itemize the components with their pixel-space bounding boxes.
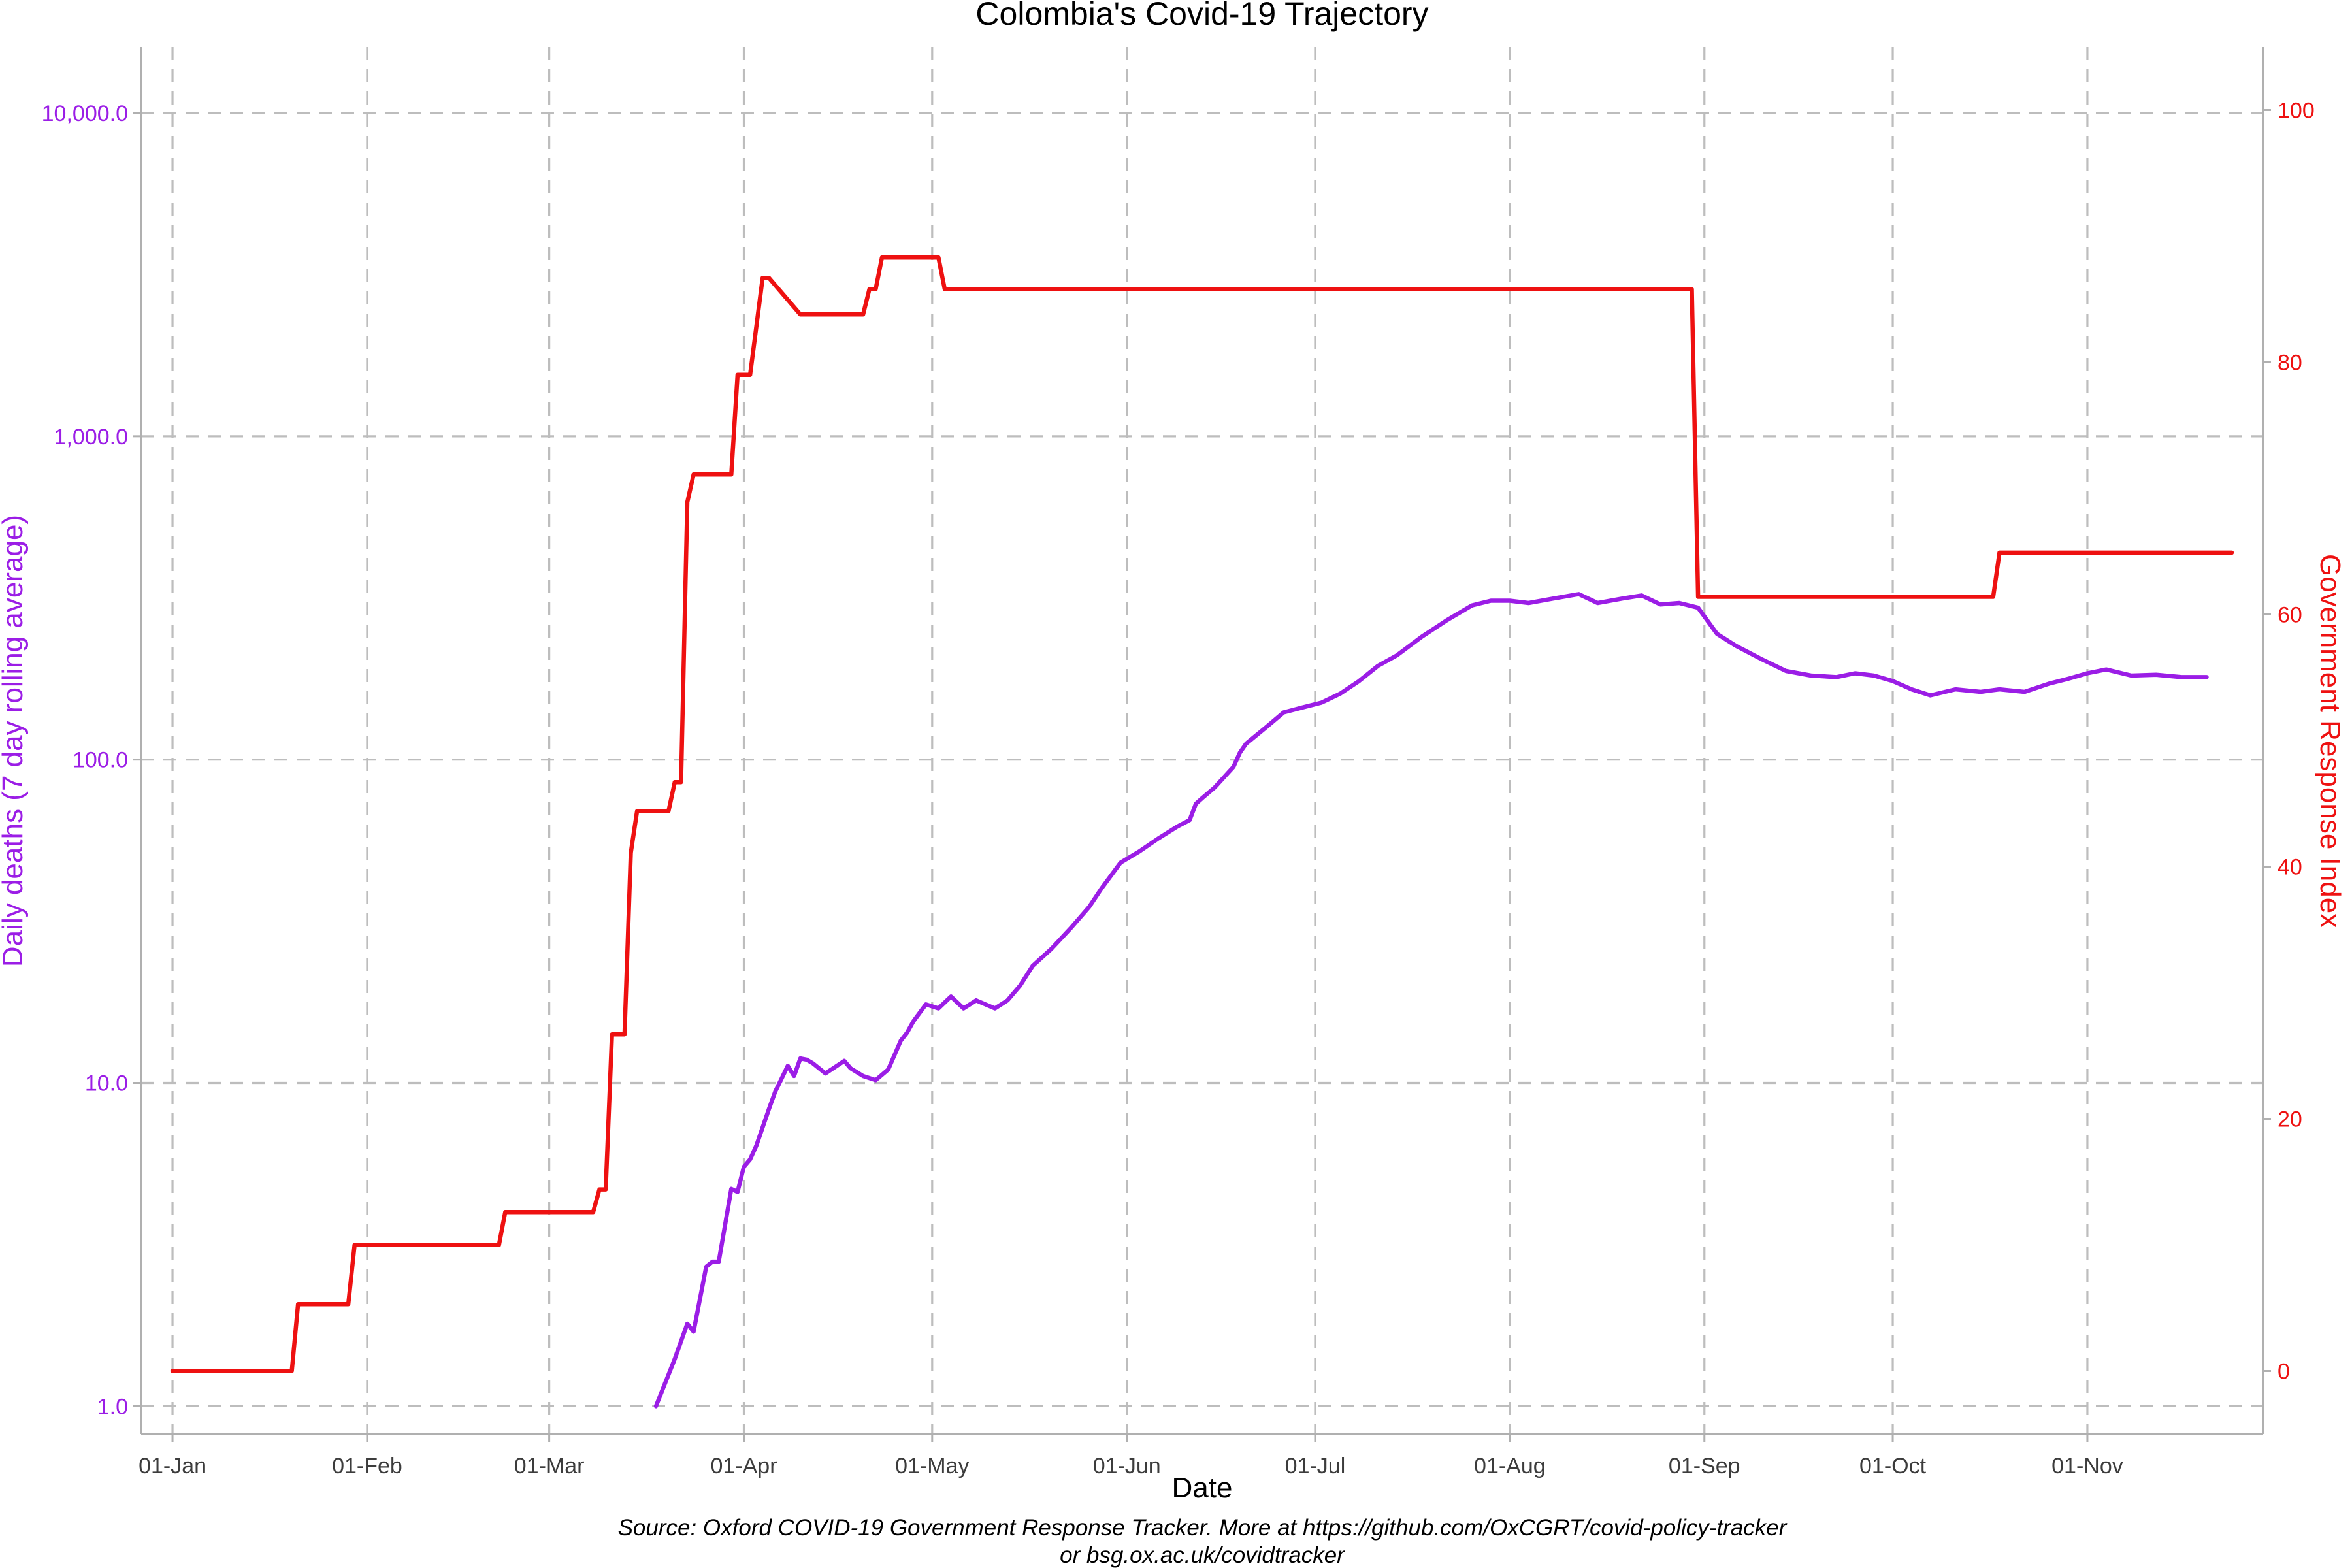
x-axis-label: Date: [1172, 1472, 1233, 1504]
horizontal-gridlines: [141, 112, 2263, 1407]
right-tick-label: 80: [2278, 351, 2302, 376]
left-y-axis-label: Daily deaths (7 day rolling average): [0, 515, 29, 967]
x-tick-label: 01-Nov: [2051, 1454, 2123, 1478]
axes: [140, 47, 2264, 1435]
x-tick-label: 01-May: [895, 1454, 969, 1478]
right-tick-label: 20: [2278, 1107, 2302, 1132]
daily-deaths-line: [653, 592, 2209, 1409]
right-tick-label: 100: [2278, 99, 2315, 123]
source-caption-line-2: or bsg.ox.ac.uk/covidtracker: [1060, 1543, 1345, 1568]
x-tick-label: 01-Mar: [514, 1454, 585, 1478]
x-axis-ticks: 01-Jan 01-Feb 01-Mar 01-Apr 01-May 01-Jun 01-J…: [139, 1434, 2123, 1478]
right-y-axis-ticks: 0 20 40 60 80 100: [2263, 99, 2315, 1384]
x-tick-label: 01-Sep: [1669, 1454, 1740, 1478]
x-tick-label: 01-Oct: [1859, 1454, 1927, 1478]
series-lines: [170, 255, 2234, 1409]
right-tick-label: 60: [2278, 603, 2302, 628]
left-tick-label: 100.0: [73, 748, 128, 773]
left-tick-label: 10,000.0: [42, 101, 128, 126]
x-tick-label: 01-Jul: [1285, 1454, 1346, 1478]
left-tick-label: 10.0: [85, 1071, 128, 1096]
right-tick-label: 40: [2278, 855, 2302, 880]
left-tick-label: 1,000.0: [54, 425, 128, 449]
left-tick-label: 1.0: [97, 1394, 128, 1419]
x-tick-label: 01-Aug: [1474, 1454, 1546, 1478]
x-tick-label: 01-Jan: [139, 1454, 206, 1478]
left-y-axis-ticks: 1.0 10.0 100.0 1,000.0 10,000.0: [42, 101, 141, 1419]
x-tick-label: 01-Jun: [1093, 1454, 1161, 1478]
x-tick-label: 01-Feb: [332, 1454, 402, 1478]
x-tick-label: 01-Apr: [710, 1454, 777, 1478]
source-caption-line-1: Source: Oxford COVID-19 Government Respo…: [618, 1515, 1788, 1541]
vertical-gridlines: [171, 47, 2089, 1434]
right-tick-label: 0: [2278, 1360, 2290, 1384]
government-response-index-line: [170, 255, 2234, 1373]
chart-title: Colombia's Covid-19 Trajectory: [975, 0, 1428, 32]
right-y-axis-label: Government Response Index: [2314, 554, 2346, 928]
